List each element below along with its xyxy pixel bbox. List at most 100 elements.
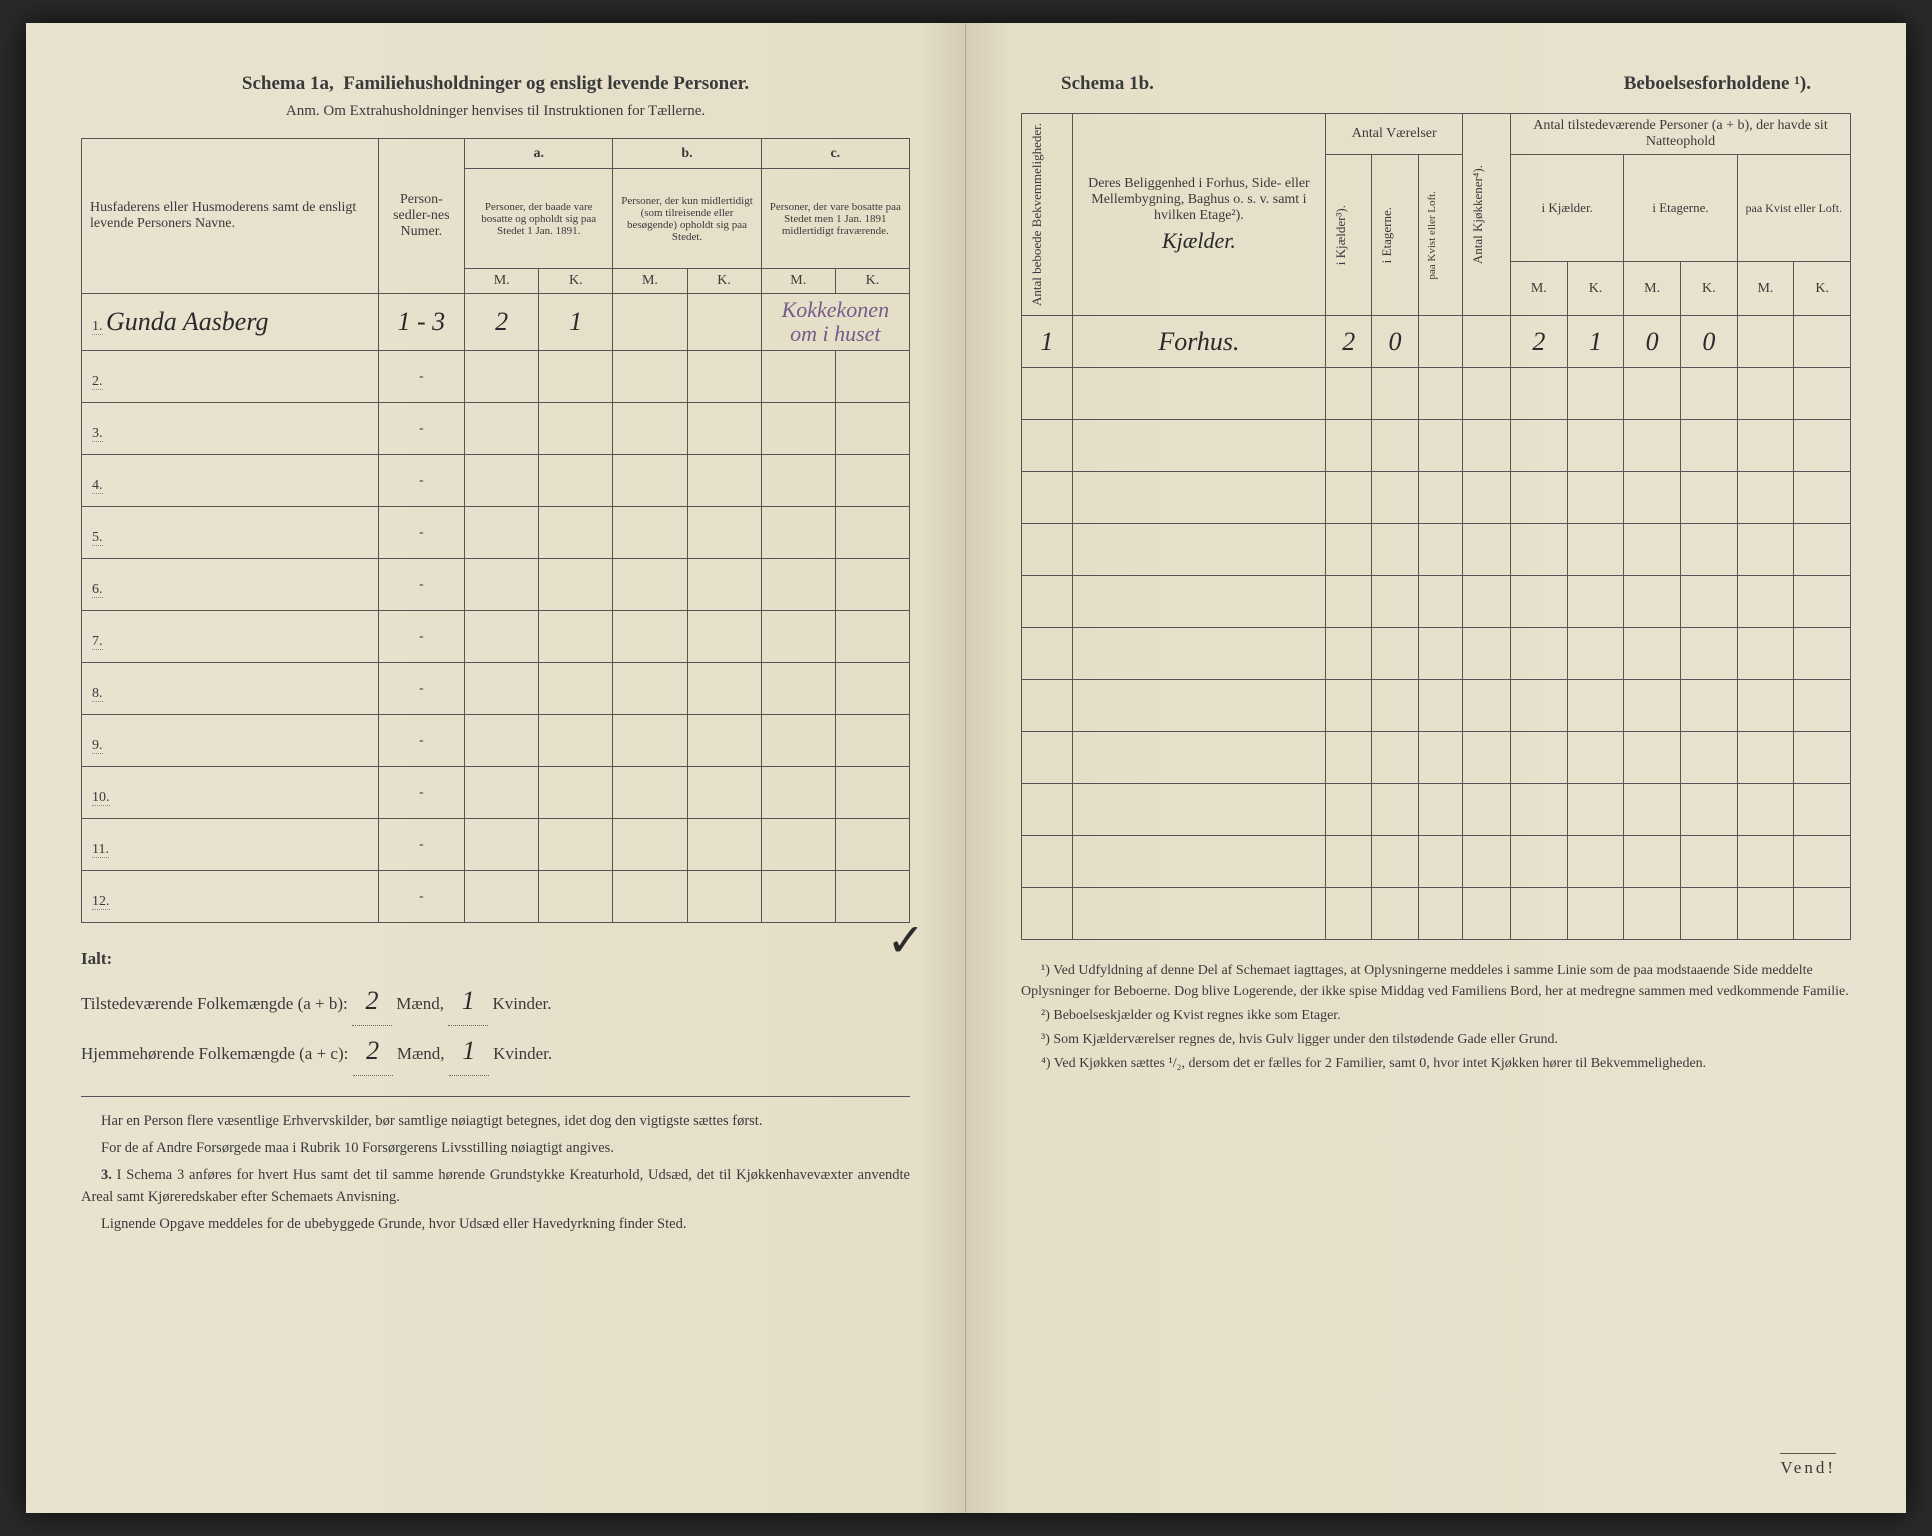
header-c-text: Personer, der vare bosatte paa Stedet me… xyxy=(761,169,909,269)
table-row xyxy=(1022,472,1851,524)
cell-name: 9. xyxy=(82,715,379,767)
cell-bm xyxy=(613,294,687,351)
cell-empty xyxy=(1463,888,1511,940)
right-page: Schema 1b. Beboelsesforholdene ¹). Antal… xyxy=(966,23,1906,1513)
cell-am xyxy=(465,663,539,715)
header-bekv: Antal beboede Bekvemmeligheder. xyxy=(1022,114,1073,316)
cell-empty xyxy=(1624,472,1681,524)
cell-empty xyxy=(1326,420,1372,472)
cell-bk xyxy=(687,871,761,923)
cell-empty xyxy=(1372,732,1418,784)
cell-empty xyxy=(1372,472,1418,524)
cell-empty xyxy=(1326,680,1372,732)
cell-cm: Kokkekonen om i huset xyxy=(761,294,909,351)
cell-bk xyxy=(687,294,761,351)
cell-empty xyxy=(1511,680,1568,732)
cell-bk xyxy=(687,403,761,455)
cell-empty xyxy=(1737,836,1794,888)
schema-1a-title: Schema 1a, Familiehusholdninger og ensli… xyxy=(81,73,910,95)
cell-name: 12. xyxy=(82,871,379,923)
cell-kjk xyxy=(1463,316,1511,368)
cell-empty xyxy=(1022,472,1073,524)
cell-cm xyxy=(761,455,835,507)
cell-empty xyxy=(1624,680,1681,732)
cell-empty xyxy=(1680,420,1737,472)
cell-ck xyxy=(835,559,909,611)
cell-empty xyxy=(1794,524,1851,576)
cell-empty xyxy=(1567,836,1624,888)
cell-name: 5. xyxy=(82,507,379,559)
cell-am xyxy=(465,819,539,871)
cell-empty xyxy=(1418,576,1463,628)
cell-empty xyxy=(1072,732,1325,784)
document-spread: Schema 1a, Familiehusholdninger og ensli… xyxy=(26,23,1906,1513)
cell-num: 1 - 3 xyxy=(378,294,465,351)
cell-name: 1. Gunda Aasberg xyxy=(82,294,379,351)
cell-empty xyxy=(1794,472,1851,524)
cell-empty xyxy=(1326,628,1372,680)
cell-am xyxy=(465,455,539,507)
cell-num: - xyxy=(378,507,465,559)
table-row: 6. - xyxy=(82,559,910,611)
cell-ak: 1 xyxy=(539,294,613,351)
cell-empty xyxy=(1022,368,1073,420)
cell-empty xyxy=(1022,524,1073,576)
cell-empty xyxy=(1418,472,1463,524)
header-natteophold: Antal tilstedeværende Personer (a + b), … xyxy=(1511,114,1851,155)
cell-empty xyxy=(1737,576,1794,628)
cell-empty xyxy=(1794,784,1851,836)
cell-empty xyxy=(1022,576,1073,628)
table-row: 7. - xyxy=(82,611,910,663)
cell-empty xyxy=(1418,628,1463,680)
cell-empty xyxy=(1567,732,1624,784)
notes-block: Har en Person flere væsentlige Erhvervsk… xyxy=(81,1111,910,1234)
cell-empty xyxy=(1072,628,1325,680)
cell-cm xyxy=(761,871,835,923)
cell-ak xyxy=(539,767,613,819)
table-row: 3. - xyxy=(82,403,910,455)
cell-empty xyxy=(1680,836,1737,888)
cell-name: 4. xyxy=(82,455,379,507)
cell-belig: Forhus. xyxy=(1072,316,1325,368)
vend-label: Vend! xyxy=(1780,1453,1836,1478)
cell-kj: 2 xyxy=(1326,316,1372,368)
table-row xyxy=(1022,368,1851,420)
cell-empty xyxy=(1418,836,1463,888)
cell-am xyxy=(465,611,539,663)
cell-ak xyxy=(539,351,613,403)
cell-empty xyxy=(1326,836,1372,888)
cell-cm xyxy=(761,767,835,819)
h-natt-kvist: paa Kvist eller Loft. xyxy=(1737,155,1850,262)
cell-empty xyxy=(1326,732,1372,784)
cell-empty xyxy=(1567,420,1624,472)
nk-kv-m: M. xyxy=(1737,262,1794,316)
cell-empty xyxy=(1794,888,1851,940)
cell-empty xyxy=(1418,420,1463,472)
cell-bm xyxy=(613,403,687,455)
header-b: b. xyxy=(613,139,761,169)
cell-bm xyxy=(613,611,687,663)
table-row: 8. - xyxy=(82,663,910,715)
cell-empty xyxy=(1372,628,1418,680)
cell-empty xyxy=(1072,888,1325,940)
cell-empty xyxy=(1022,420,1073,472)
cell-empty xyxy=(1680,524,1737,576)
cell-empty xyxy=(1463,524,1511,576)
cell-cm xyxy=(761,403,835,455)
cell-cm xyxy=(761,559,835,611)
schema-1b-title: Schema 1b. Beboelsesforholdene ¹). xyxy=(1021,73,1851,95)
cell-empty xyxy=(1072,576,1325,628)
cell-num: - xyxy=(378,871,465,923)
cell-empty xyxy=(1737,784,1794,836)
cell-bm xyxy=(613,715,687,767)
cell-ak xyxy=(539,611,613,663)
checkmark-icon: ✓ xyxy=(886,913,925,967)
table-row: 9. - xyxy=(82,715,910,767)
cell-bk xyxy=(687,559,761,611)
cell-netk: 0 xyxy=(1680,316,1737,368)
cell-bk xyxy=(687,715,761,767)
cell-empty xyxy=(1680,628,1737,680)
cell-empty xyxy=(1326,524,1372,576)
table-row xyxy=(1022,888,1851,940)
cell-empty xyxy=(1022,732,1073,784)
